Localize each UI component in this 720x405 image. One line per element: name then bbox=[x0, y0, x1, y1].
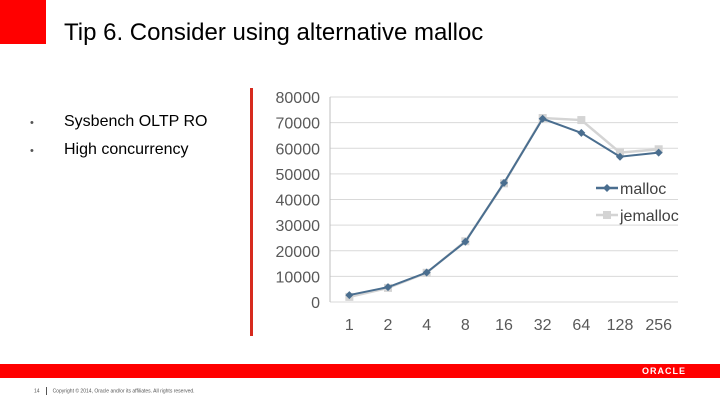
bullet-dot-icon: • bbox=[30, 145, 34, 157]
bullet-item: • High concurrency bbox=[30, 140, 207, 168]
y-tick-label: 0 bbox=[311, 295, 320, 312]
data-point-jemalloc bbox=[577, 116, 586, 125]
x-tick-label: 1 bbox=[345, 317, 354, 334]
data-point-malloc bbox=[461, 237, 470, 246]
x-tick-label: 16 bbox=[495, 317, 513, 334]
bullet-dot-icon: • bbox=[30, 117, 34, 129]
legend-label-malloc: malloc bbox=[620, 181, 666, 198]
bullet-list: • Sysbench OLTP RO • High concurrency bbox=[30, 112, 207, 168]
data-point-jemalloc bbox=[616, 148, 624, 157]
y-tick-label: 30000 bbox=[276, 218, 321, 235]
bullet-text: High concurrency bbox=[64, 141, 189, 158]
footer: 14 Copyright © 2014, Oracle and/or its af… bbox=[34, 387, 195, 395]
data-point-malloc bbox=[422, 268, 431, 277]
data-point-malloc bbox=[500, 178, 508, 187]
y-tick-label: 40000 bbox=[276, 193, 321, 210]
y-tick-label: 20000 bbox=[276, 244, 321, 261]
throughput-line-chart: 0 10000 20000 30000 40000 50000 60000 70000 8000… bbox=[276, 90, 679, 334]
y-tick-label: 10000 bbox=[276, 269, 321, 286]
page-number: 14 bbox=[34, 388, 40, 395]
bullet-text: Sysbench OLTP RO bbox=[64, 113, 208, 130]
y-tick-label: 50000 bbox=[276, 167, 321, 184]
x-tick-label: 128 bbox=[607, 317, 634, 334]
slide-title: Tip 6. Consider using alternative malloc bbox=[64, 19, 484, 46]
x-tick-label: 64 bbox=[572, 317, 590, 334]
footer-divider bbox=[45, 387, 47, 395]
data-point-malloc bbox=[345, 291, 354, 300]
data-point-malloc bbox=[616, 152, 624, 161]
data-point-malloc bbox=[384, 283, 392, 292]
oracle-logo: ORACLE bbox=[642, 366, 686, 376]
chart-accent-rule bbox=[250, 88, 253, 336]
series-line-jemalloc bbox=[349, 116, 659, 299]
x-tick-label: 256 bbox=[645, 317, 672, 334]
legend-marker-jemalloc bbox=[603, 211, 611, 219]
legend-label-jemalloc: jemalloc bbox=[619, 208, 679, 225]
data-point-malloc bbox=[654, 148, 663, 157]
bullet-item: • Sysbench OLTP RO bbox=[30, 112, 207, 140]
footer-bar bbox=[0, 364, 720, 378]
legend-marker-malloc bbox=[603, 184, 611, 192]
x-tick-label: 8 bbox=[461, 317, 470, 334]
x-tick-label: 2 bbox=[384, 317, 393, 334]
title-accent-block bbox=[0, 0, 46, 44]
y-tick-label: 60000 bbox=[276, 141, 321, 158]
data-point-malloc bbox=[577, 128, 586, 137]
y-tick-label: 70000 bbox=[276, 116, 321, 133]
copyright-text: Copyright © 2014, Oracle and/or its affi… bbox=[52, 388, 195, 395]
x-tick-label: 32 bbox=[534, 317, 552, 334]
x-tick-label: 4 bbox=[422, 317, 431, 334]
y-tick-label: 80000 bbox=[276, 90, 321, 107]
data-point-malloc bbox=[538, 114, 547, 123]
